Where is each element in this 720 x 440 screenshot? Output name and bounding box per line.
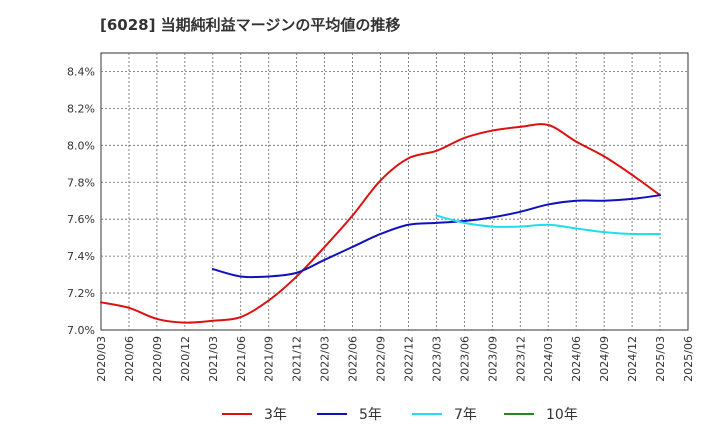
x-tick-label: 2022/03 (319, 336, 332, 382)
x-tick-label: 2021/09 (263, 336, 276, 382)
x-tick-label: 2023/12 (514, 336, 527, 382)
x-tick-label: 2022/12 (402, 336, 415, 382)
legend: 3年 5年 7年 10年 (222, 407, 578, 423)
x-tick-label: 2023/09 (486, 336, 499, 382)
x-tick-label: 2022/09 (375, 336, 388, 382)
series-line-1 (100, 123, 662, 324)
x-tick-label: 2021/03 (207, 336, 220, 382)
x-tick-label: 2024/03 (542, 336, 555, 382)
y-tick-label: 7.6% (67, 213, 95, 226)
x-tick-label: 2020/03 (95, 336, 108, 382)
plot-area (100, 52, 689, 331)
x-tick-label: 2023/06 (458, 336, 471, 382)
series-line-2 (211, 194, 662, 279)
y-tick-label: 7.2% (67, 287, 95, 300)
x-axis-ticks: 2020/03 2020/06 2020/09 2020/12 2021/03 2021/… (95, 336, 695, 382)
x-tick-label: 2021/06 (235, 336, 248, 382)
y-tick-label: 8.2% (67, 102, 95, 115)
y-tick-label: 7.8% (67, 176, 95, 189)
legend-label-2: 5年 (359, 407, 382, 423)
y-axis-ticks: 7.0% 7.2% 7.4% 7.6% 7.8% 8.0% 8.2% 8.4% (67, 65, 95, 337)
y-tick-label: 7.0% (67, 324, 95, 337)
x-tick-label: 2025/03 (654, 336, 667, 382)
x-tick-label: 2020/06 (123, 336, 136, 382)
chart-title: [6028] 当期純利益マージンの平均値の推移 (100, 16, 400, 34)
x-tick-label: 2024/12 (626, 336, 639, 382)
x-tick-label: 2022/06 (347, 336, 360, 382)
legend-label-1: 3年 (264, 407, 287, 423)
legend-label-3: 7年 (454, 407, 477, 423)
y-tick-label: 7.4% (67, 250, 95, 263)
x-tick-label: 2025/06 (682, 336, 695, 382)
x-tick-label: 2021/12 (291, 336, 304, 382)
y-tick-label: 8.0% (67, 139, 95, 152)
x-tick-label: 2020/12 (179, 336, 192, 382)
x-tick-label: 2023/03 (430, 336, 443, 382)
series-lines (100, 123, 662, 324)
grid (101, 53, 688, 330)
x-tick-label: 2024/06 (570, 336, 583, 382)
x-tick-label: 2024/09 (598, 336, 611, 382)
legend-label-4: 10年 (546, 407, 578, 423)
y-tick-label: 8.4% (67, 65, 95, 78)
series-line-3 (435, 214, 662, 236)
x-tick-label: 2020/09 (151, 336, 164, 382)
